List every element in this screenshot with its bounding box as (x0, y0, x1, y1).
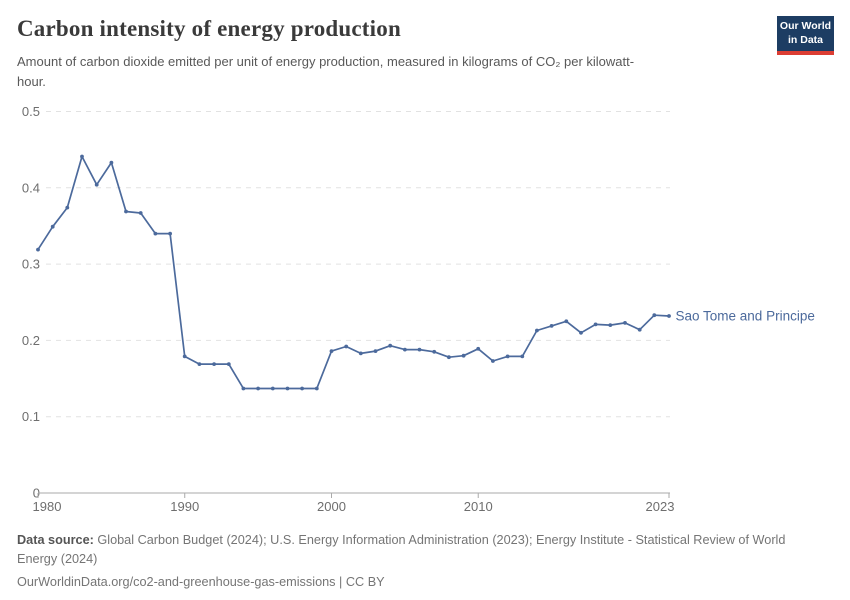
data-point[interactable] (80, 154, 84, 159)
data-point[interactable] (593, 322, 598, 327)
x-axis-tick-label: 1980 (33, 499, 62, 514)
data-point[interactable] (667, 314, 671, 318)
data-point[interactable] (373, 349, 378, 353)
data-point[interactable] (505, 354, 510, 359)
x-axis-tick-label: 2010 (464, 499, 493, 514)
x-axis-tick-label: 2000 (317, 499, 346, 514)
data-point[interactable] (124, 209, 128, 214)
data-point[interactable] (417, 347, 422, 352)
data-point[interactable] (520, 354, 525, 359)
data-point[interactable] (138, 211, 143, 215)
x-axis-tick-label: 2023 (646, 499, 675, 514)
data-point[interactable] (212, 362, 217, 366)
data-point[interactable] (285, 386, 290, 391)
series-label-sao-tome-and-principe[interactable]: Sao Tome and Principe (676, 308, 815, 323)
data-point[interactable] (241, 386, 246, 391)
data-point[interactable] (300, 386, 304, 391)
chart-subtitle: Amount of carbon dioxide emitted per uni… (17, 54, 635, 90)
data-point[interactable] (329, 349, 334, 353)
data-point[interactable] (476, 346, 481, 351)
data-point[interactable] (65, 205, 70, 210)
y-axis-tick-label: 0.4 (22, 180, 40, 195)
data-source-text: Global Carbon Budget (2024); U.S. Energy… (17, 533, 786, 567)
data-point[interactable] (652, 313, 657, 318)
y-axis-tick-label: 0.2 (22, 333, 40, 348)
owid-logo-line2: in Data (787, 33, 823, 46)
data-point[interactable] (491, 359, 495, 363)
data-point[interactable] (50, 224, 55, 229)
data-point[interactable] (637, 327, 642, 332)
y-axis-tick-label: 0.1 (22, 409, 40, 424)
data-point[interactable] (432, 349, 437, 354)
y-axis-tick-label: 0 (33, 486, 40, 501)
owid-logo[interactable]: Our World in Data (777, 16, 834, 56)
data-point[interactable] (36, 247, 40, 252)
data-point[interactable] (623, 321, 627, 325)
chart-footer: Data source: Global Carbon Budget (2024)… (17, 531, 823, 592)
data-point[interactable] (226, 362, 231, 366)
data-point[interactable] (344, 344, 349, 349)
data-point[interactable] (182, 354, 187, 359)
chart-title: Carbon intensity of energy production (17, 16, 401, 41)
y-axis-tick-label: 0.3 (22, 257, 40, 272)
data-point[interactable] (608, 323, 613, 327)
data-point[interactable] (403, 347, 407, 352)
data-point[interactable] (153, 231, 158, 236)
data-point[interactable] (358, 351, 363, 356)
attribution-line: OurWorldinData.org/co2-and-greenhouse-ga… (17, 575, 385, 590)
data-point[interactable] (109, 160, 114, 165)
owid-logo-line1: Our World (779, 20, 832, 32)
line-chart[interactable]: 0 0.1 0.2 0.3 0.4 0.5 1980 1990 2000 2010 2023 Sao … (0, 95, 850, 535)
data-point[interactable] (535, 328, 539, 333)
data-point[interactable] (549, 324, 554, 328)
data-source-line: Data source: Global Carbon Budget (2024)… (17, 531, 823, 569)
data-point[interactable] (256, 386, 260, 391)
data-point[interactable] (168, 231, 173, 236)
data-source-label: Data source: (17, 533, 94, 547)
chart-line-sao-tome[interactable] (37, 155, 670, 390)
data-point[interactable] (314, 386, 319, 391)
y-axis-tick-label: 0.5 (22, 104, 40, 119)
data-point[interactable] (270, 386, 275, 391)
data-point[interactable] (94, 182, 99, 187)
data-point[interactable] (197, 362, 202, 366)
data-point[interactable] (388, 343, 393, 348)
x-axis-tick-label: 1990 (170, 499, 199, 514)
data-point[interactable] (461, 353, 466, 358)
data-point[interactable] (564, 319, 569, 324)
data-point[interactable] (447, 355, 451, 360)
data-point[interactable] (579, 330, 583, 335)
